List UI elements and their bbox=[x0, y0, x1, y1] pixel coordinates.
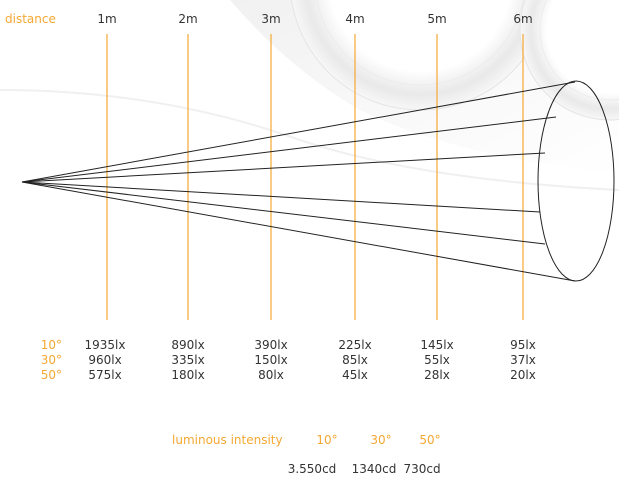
distance-2m: 2m bbox=[178, 12, 198, 26]
lux-30-6m: 37lx bbox=[510, 353, 536, 367]
distance-1m: 1m bbox=[97, 12, 117, 26]
lux-30-3m: 150lx bbox=[254, 353, 288, 367]
lux-30-5m: 55lx bbox=[424, 353, 450, 367]
distance-label: distance bbox=[5, 12, 56, 26]
lux-50-3m: 80lx bbox=[258, 368, 284, 382]
lux-30-4m: 85lx bbox=[342, 353, 368, 367]
luminous-intensity-label: luminous intensity bbox=[172, 433, 283, 447]
background-decoration bbox=[0, 0, 619, 191]
lux-50-6m: 20lx bbox=[510, 368, 536, 382]
intensity-angle-50: 50° bbox=[419, 433, 441, 447]
lux-30-1m: 960lx bbox=[88, 353, 122, 367]
beam-line bbox=[21, 81, 576, 183]
lux-10-2m: 890lx bbox=[171, 338, 205, 352]
beam-line bbox=[21, 152, 546, 183]
lux-10-5m: 145lx bbox=[420, 338, 454, 352]
lux-50-1m: 575lx bbox=[88, 368, 122, 382]
distance-5m: 5m bbox=[427, 12, 447, 26]
lux-50-5m: 28lx bbox=[424, 368, 450, 382]
angle-10: 10° bbox=[40, 338, 62, 352]
lux-50-2m: 180lx bbox=[171, 368, 205, 382]
distance-lines bbox=[106, 34, 524, 320]
beam-line bbox=[21, 181, 546, 245]
intensity-value-30: 1340cd bbox=[351, 462, 397, 476]
angle-50: 50° bbox=[40, 368, 62, 382]
light-cone bbox=[21, 80, 615, 282]
beam-line bbox=[21, 181, 576, 282]
beam-line bbox=[21, 116, 557, 183]
intensity-value-10: 3.550cd bbox=[287, 462, 337, 476]
lux-30-2m: 335lx bbox=[171, 353, 205, 367]
lux-10-1m: 1935lx bbox=[84, 338, 126, 352]
intensity-value-50: 730cd bbox=[403, 462, 441, 476]
distance-4m: 4m bbox=[345, 12, 365, 26]
lux-10-4m: 225lx bbox=[338, 338, 372, 352]
distance-6m: 6m bbox=[513, 12, 533, 26]
lux-50-4m: 45lx bbox=[342, 368, 368, 382]
beam-line bbox=[21, 181, 541, 213]
intensity-angle-10: 10° bbox=[316, 433, 338, 447]
lux-10-3m: 390lx bbox=[254, 338, 288, 352]
angle-30: 30° bbox=[40, 353, 62, 367]
lux-10-6m: 95lx bbox=[510, 338, 536, 352]
distance-3m: 3m bbox=[261, 12, 281, 26]
beam-end-ellipse bbox=[537, 80, 615, 282]
intensity-angle-30: 30° bbox=[370, 433, 392, 447]
